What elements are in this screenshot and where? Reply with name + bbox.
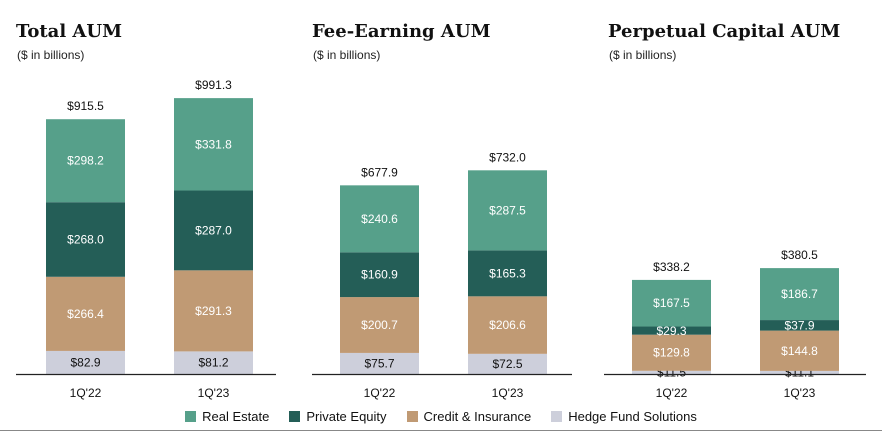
bar-segment-hedge-fund-solutions (174, 351, 253, 374)
bar-segment-private-equity (632, 326, 711, 335)
bar-segment-credit-insurance (46, 276, 125, 351)
bar-total-label: $677.9 (361, 165, 398, 179)
bar-segment-credit-insurance (340, 297, 419, 353)
bar-segment-real-estate (174, 98, 253, 191)
chart-title-fee-earning-aum: Fee-Earning AUM (312, 21, 491, 42)
bar-segment-hedge-fund-solutions (760, 370, 839, 374)
segment-label-real-estate: $186.7 (781, 287, 818, 301)
bar-segment-real-estate (632, 279, 711, 327)
segment-label-hedge-fund-solutions: $72.5 (492, 357, 522, 371)
chart-title-total-aum: Total AUM (16, 21, 122, 42)
charts-area: Total AUM ($ in billions) $82.9 $266.4 $268.… (16, 21, 866, 400)
legend-swatch (551, 410, 563, 422)
segment-label-credit-insurance: $129.8 (653, 346, 690, 360)
bar-segment-hedge-fund-solutions (468, 353, 547, 374)
chart-title-perpetual-capital-aum: Perpetual Capital AUM (608, 21, 840, 42)
bar-segment-hedge-fund-solutions (632, 370, 711, 374)
legend-swatch (185, 410, 197, 422)
legend-swatch (406, 410, 418, 422)
bar-segment-private-equity (760, 320, 839, 331)
legend-swatch (289, 410, 301, 422)
segment-label-private-equity: $29.3 (656, 324, 686, 338)
bar-segment-hedge-fund-solutions (46, 350, 125, 374)
segment-label-credit-insurance: $144.8 (781, 344, 818, 358)
bar-segment-private-equity (174, 190, 253, 271)
segment-label-hedge-fund-solutions: $75.7 (364, 356, 394, 370)
legend-item-hedge-fund-solutions: Hedge Fund Solutions (551, 409, 697, 424)
legend-item-credit-insurance: Credit & Insurance (406, 408, 532, 424)
bar-segment-credit-insurance (760, 330, 839, 371)
segment-label-private-equity: $160.9 (361, 268, 398, 282)
legend-item-real-estate: Real Estate (185, 409, 269, 424)
chart-subtitle: ($ in billions) (313, 48, 380, 62)
bar-total-label: $338.2 (653, 260, 690, 274)
bar-segment-credit-insurance (468, 296, 547, 354)
category-label: 1Q'23 (784, 386, 816, 400)
category-label: 1Q'22 (70, 386, 102, 400)
bar-segment-private-equity (340, 252, 419, 298)
bar-total-label: $915.5 (67, 99, 104, 113)
bar-segment-credit-insurance (174, 270, 253, 352)
segment-label-credit-insurance: $200.7 (361, 318, 398, 332)
segment-label-credit-insurance: $266.4 (67, 307, 104, 321)
bar-segment-private-equity (46, 202, 125, 277)
bar-segment-private-equity (468, 250, 547, 297)
legend-label: Credit & Insurance (423, 408, 532, 424)
segment-label-real-estate: $167.5 (653, 296, 690, 310)
bar-total-label: $991.3 (195, 78, 232, 92)
chart-subtitle: ($ in billions) (17, 48, 84, 62)
legend: Real Estate Private Equity Credit & Insura… (0, 406, 882, 426)
segment-label-real-estate: $240.6 (361, 212, 398, 226)
category-label: 1Q'23 (198, 386, 230, 400)
bar-segment-real-estate (340, 185, 419, 253)
bar-segment-real-estate (760, 268, 839, 321)
segment-label-private-equity: $268.0 (67, 232, 104, 246)
segment-label-real-estate: $331.8 (195, 137, 232, 151)
segment-label-credit-insurance: $291.3 (195, 304, 232, 318)
bar-segment-hedge-fund-solutions (340, 352, 419, 374)
bar-segment-real-estate (46, 119, 125, 203)
category-label: 1Q'22 (364, 386, 396, 400)
bottom-rule (0, 430, 882, 431)
segment-label-private-equity: $165.3 (489, 266, 526, 280)
segment-label-private-equity: $37.9 (784, 319, 814, 333)
bar-segment-credit-insurance (632, 334, 711, 371)
segment-label-private-equity: $287.0 (195, 223, 232, 237)
segment-label-hedge-fund-solutions: $81.2 (198, 356, 228, 370)
category-label: 1Q'22 (656, 386, 688, 400)
category-label: 1Q'23 (492, 386, 524, 400)
bar-total-label: $732.0 (489, 150, 526, 164)
bar-segment-real-estate (468, 170, 547, 251)
bar-total-label: $380.5 (781, 248, 818, 262)
legend-label: Private Equity (306, 408, 387, 424)
segment-label-hedge-fund-solutions: $82.9 (70, 355, 100, 369)
legend-label: Real Estate (202, 408, 270, 424)
legend-item-private-equity: Private Equity (289, 408, 387, 424)
segment-label-real-estate: $287.5 (489, 203, 526, 217)
segment-label-credit-insurance: $206.6 (489, 318, 526, 332)
chart-subtitle: ($ in billions) (609, 48, 676, 62)
legend-label: Hedge Fund Solutions (568, 408, 697, 424)
segment-label-real-estate: $298.2 (67, 154, 104, 168)
